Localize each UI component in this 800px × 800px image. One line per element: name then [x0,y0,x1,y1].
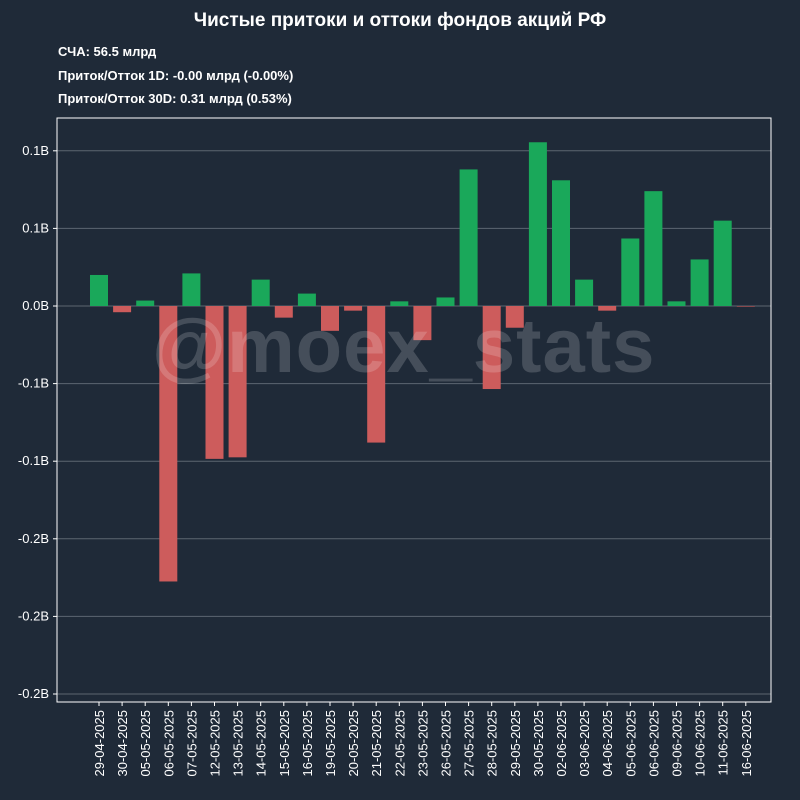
x-tick-label: 29-04-2025 [92,710,107,777]
bar [344,306,363,311]
flow-1d-value: -0.00 млрд (-0.00%) [172,68,294,83]
bar [690,259,709,306]
bar [205,306,224,459]
x-tick-label: 05-05-2025 [138,710,153,777]
x-tick-label: 15-05-2025 [277,710,292,777]
nav-value: 56.5 млрд [93,44,157,59]
bar [459,169,478,306]
y-tick-label: 0.1B [22,220,49,235]
x-tick-label: 30-05-2025 [531,710,546,777]
nav-info: СЧА: 56.5 млрд [58,44,156,59]
x-tick-label: 11-06-2025 [716,710,731,776]
bar [321,306,339,331]
bar [505,306,524,328]
bar [297,293,316,306]
bar [413,306,432,341]
flow-1d-info: Приток/Отток 1D: -0.00 млрд (-0.00%) [58,68,293,83]
bar [644,191,663,306]
flow-30d-info: Приток/Отток 30D: 0.31 млрд (0.53%) [58,91,292,106]
bar [274,306,293,318]
y-tick-label: -0.1B [18,376,49,391]
x-tick-label: 22-05-2025 [392,710,407,777]
bar [228,306,247,458]
x-tick-label: 13-05-2025 [231,710,246,777]
bar [390,301,409,306]
bar [251,279,270,306]
x-tick-label: 09-06-2025 [670,710,685,777]
bar [159,306,178,582]
flow-1d-label: Приток/Отток 1D: [58,68,170,83]
y-tick-label: 0.1B [22,143,49,158]
x-tick-label: 27-05-2025 [462,710,477,777]
x-tick-label: 16-06-2025 [739,710,754,777]
y-tick-label: -0.2B [18,686,49,701]
bar [621,238,640,306]
x-tick-label: 26-05-2025 [439,710,454,777]
x-tick-label: 05-06-2025 [623,710,638,777]
bar [136,300,155,306]
bar [598,306,617,311]
bar [182,273,201,306]
bar [113,306,132,313]
x-tick-label: 12-05-2025 [208,710,223,777]
x-tick-label: 16-05-2025 [300,710,315,777]
bar [552,180,570,306]
bar [575,279,594,306]
nav-label: СЧА: [58,44,90,59]
y-tick-label: -0.2B [18,608,49,623]
x-tick-label: 14-05-2025 [254,710,269,777]
x-tick-label: 02-06-2025 [554,710,569,777]
x-tick-label: 10-06-2025 [693,710,708,777]
bar [736,306,755,307]
x-tick-label: 29-05-2025 [508,710,523,777]
x-tick-label: 30-04-2025 [115,710,130,777]
bar [667,301,686,306]
y-tick-label: 0.0B [22,298,49,313]
bar [528,142,547,306]
x-tick-label: 20-05-2025 [346,710,361,777]
chart-title: Чистые притоки и оттоки фондов акций РФ [193,10,607,31]
x-tick-label: 21-05-2025 [369,710,384,777]
x-tick-label: 23-05-2025 [415,710,430,777]
x-tick-label: 28-05-2025 [485,710,500,777]
bar [482,306,501,390]
bar [436,297,455,306]
bar [90,274,108,306]
flow-30d-value: 0.31 млрд (0.53%) [180,91,292,106]
bar [367,306,386,443]
x-tick-label: 06-06-2025 [646,710,661,777]
x-tick-label: 07-05-2025 [184,710,199,777]
x-tick-label: 04-06-2025 [600,710,615,777]
x-tick-label: 03-06-2025 [577,710,592,777]
x-tick-label: 19-05-2025 [323,710,338,777]
plot-frame [56,117,772,703]
y-tick-label: -0.2B [18,531,49,546]
bar [713,220,732,306]
y-tick-label: -0.1B [18,453,49,468]
x-tick-label: 06-05-2025 [161,710,176,777]
flow-30d-label: Приток/Отток 30D: [58,91,177,106]
